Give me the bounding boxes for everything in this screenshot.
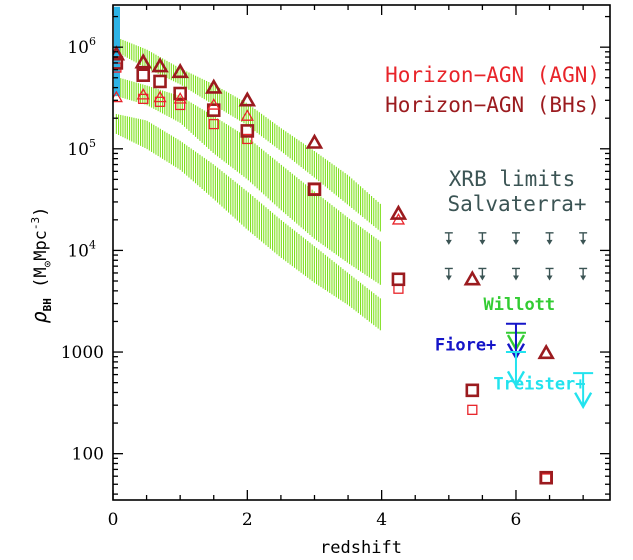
square-marker	[391, 272, 406, 287]
xrb-arrow	[478, 232, 487, 245]
square-marker	[206, 103, 221, 117]
triangle-marker	[134, 53, 152, 69]
annotation-label: Fiore+	[435, 335, 496, 355]
y-tick-label: 105	[67, 137, 96, 160]
annotation-label: Treister+	[493, 374, 585, 394]
y-tick-base: 10	[67, 140, 89, 160]
y-title-open: (M	[31, 267, 51, 298]
x-tick-label: 0	[108, 510, 119, 530]
y-axis-title: ρBH (M⊙Mpc-3)	[27, 207, 54, 324]
triangle-marker	[151, 57, 169, 73]
y-title-sub: BH	[41, 298, 54, 311]
xrb-head	[512, 275, 519, 281]
xrb-arrow	[478, 267, 487, 281]
x-tick-label: 6	[511, 510, 522, 530]
square-marker	[465, 383, 480, 398]
y-title-mpc: Mpc	[31, 230, 51, 261]
xrb-label: XRB limits	[449, 167, 575, 191]
triangle-marker	[305, 133, 324, 149]
salvaterra-label: Salvaterra+	[447, 192, 586, 216]
xrb-head	[580, 275, 587, 281]
legend-entry: Horizon−AGN (AGN)	[385, 63, 600, 87]
triangle-marker	[153, 90, 167, 103]
xrb-arrow	[579, 232, 588, 245]
square-marker	[242, 133, 253, 145]
y-tick-exp: 6	[89, 35, 96, 48]
triangle-marker	[463, 270, 482, 286]
simulation-bands	[115, 37, 381, 331]
legend: Horizon−AGN (AGN) Horizon−AGN (BHs)	[385, 63, 600, 117]
xrb-arrow	[545, 232, 554, 245]
square-marker	[175, 99, 186, 111]
y-tick-base: 10	[67, 241, 89, 261]
triangle-marker	[238, 91, 257, 107]
x-tick-label: 4	[376, 510, 387, 530]
xrb-head	[479, 275, 486, 281]
plot-frame	[112, 4, 611, 501]
limit-arrow	[573, 372, 594, 410]
limit-head	[574, 392, 593, 410]
upper-limits	[505, 322, 594, 410]
xrb-head	[512, 239, 519, 245]
series-3	[113, 45, 555, 360]
y-tick-base: 10	[67, 38, 89, 58]
y-title-rho: ρ	[27, 311, 51, 323]
y-title-close: )	[31, 207, 51, 217]
xrb-arrow	[579, 267, 588, 281]
y-tick-label: 1000	[61, 343, 104, 363]
xrb-head	[445, 239, 452, 245]
square-marker	[541, 473, 552, 484]
triangle-marker	[240, 109, 254, 121]
square-marker	[307, 182, 322, 197]
series-0	[113, 62, 552, 484]
square-marker	[173, 86, 187, 101]
triangle-marker	[205, 78, 223, 94]
xrb-head	[546, 239, 553, 245]
annotation-label: Willott	[484, 295, 556, 315]
triangle-marker	[389, 204, 408, 220]
xrb-head	[580, 239, 587, 245]
y-tick-label: 106	[67, 35, 96, 58]
xrb-head	[445, 275, 452, 281]
triangle-marker	[171, 62, 189, 79]
square-marker	[539, 470, 553, 485]
y-tick-exp: 4	[89, 238, 96, 251]
xrb-arrow	[444, 267, 453, 281]
x-axis-title: redshift	[320, 538, 402, 558]
series-1	[113, 56, 553, 485]
legend-entry: Horizon−AGN (BHs)	[385, 93, 600, 117]
y-tick-label: 104	[67, 238, 96, 261]
xrb-arrow	[511, 267, 520, 281]
square-marker	[208, 118, 219, 130]
data-points	[113, 45, 555, 485]
y-title-sun: ⊙	[41, 261, 54, 268]
triangle-marker	[537, 343, 555, 360]
x-tick-label: 2	[242, 510, 253, 530]
band-2	[115, 113, 381, 331]
xrb-arrow	[444, 232, 453, 245]
xrb-arrow	[545, 267, 554, 281]
svg-text:ρBH (M⊙Mpc-3): ρBH (M⊙Mpc-3)	[27, 207, 54, 324]
limit-arrow	[505, 351, 526, 388]
xrb-arrow	[511, 232, 520, 245]
square-marker	[240, 124, 255, 138]
y-tick-label: 100	[72, 445, 104, 465]
annotations: Willott Fiore+ Treister+	[435, 295, 586, 394]
square-marker	[153, 74, 167, 89]
xrb-head	[546, 275, 553, 281]
limit-head	[506, 370, 526, 388]
y-tick-exp: 5	[89, 137, 96, 150]
square-marker	[136, 68, 151, 82]
square-marker	[467, 404, 478, 415]
xrb-head	[479, 239, 486, 245]
y-title-exp: -3	[29, 217, 42, 230]
triangle-marker	[207, 98, 221, 110]
triangle-marker	[173, 92, 187, 104]
triangle-marker	[136, 87, 150, 100]
